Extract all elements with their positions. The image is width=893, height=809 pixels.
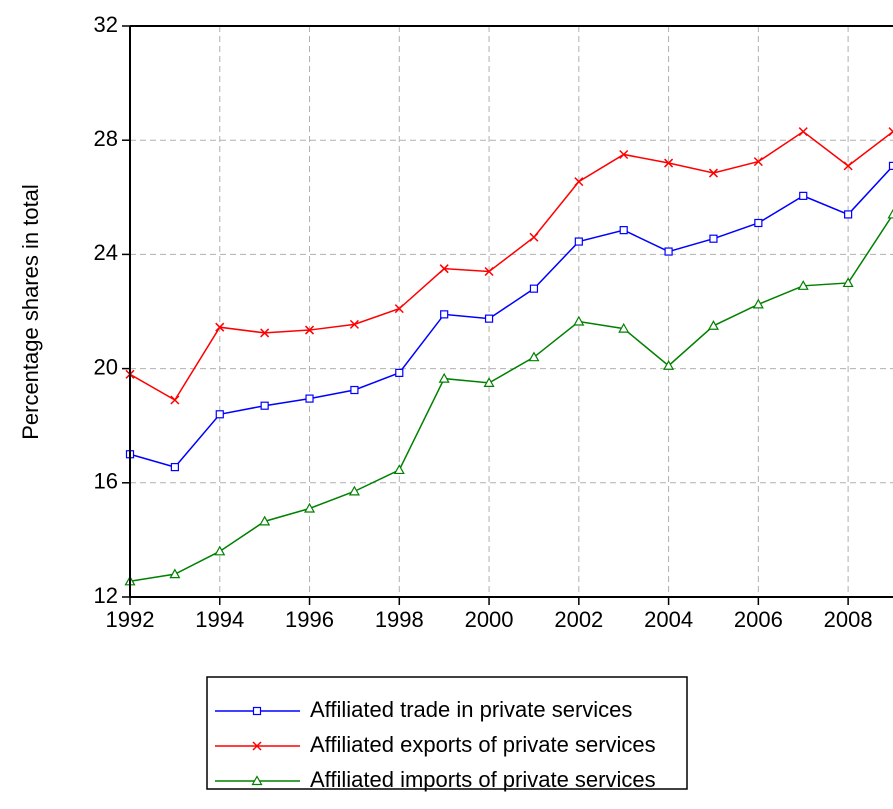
marker [573, 315, 585, 326]
marker [214, 545, 226, 556]
marker [797, 280, 809, 290]
y-axis-label: Percentage shares in total [18, 184, 43, 440]
legend-box [206, 676, 688, 790]
marker [215, 410, 224, 419]
marker [260, 328, 270, 338]
legend-label: Affiliated imports of private services [310, 767, 656, 792]
legend-label: Affiliated exports of private services [310, 732, 656, 757]
marker [259, 515, 271, 526]
x-tick-label: 2006 [734, 607, 783, 632]
marker [305, 394, 314, 403]
marker [798, 127, 808, 137]
marker [574, 177, 584, 187]
y-tick-label: 32 [94, 12, 118, 37]
marker [888, 161, 893, 170]
marker [394, 304, 404, 314]
marker [753, 157, 763, 167]
marker [483, 377, 495, 387]
marker [754, 218, 763, 228]
y-tick-label: 12 [94, 583, 118, 608]
marker [619, 226, 628, 235]
marker [350, 385, 359, 395]
legend-label: Affiliated trade in private services [310, 697, 632, 722]
plot-area [124, 127, 893, 586]
x-tick-label: 2002 [554, 607, 603, 632]
marker [752, 298, 764, 309]
marker [664, 158, 674, 168]
marker [304, 325, 315, 335]
marker [843, 161, 853, 171]
marker [215, 322, 225, 332]
axes: 12 16 20 24 28 32 1992 1994 1996 1998 2000 2002 2004… [94, 12, 893, 632]
marker [304, 502, 316, 513]
marker [170, 395, 180, 405]
marker [663, 360, 675, 370]
marker [395, 368, 404, 377]
marker [438, 372, 450, 383]
marker [842, 277, 854, 288]
marker [887, 208, 893, 219]
x-tick-label: 1998 [375, 607, 424, 632]
marker [252, 741, 262, 751]
marker [260, 401, 269, 410]
marker [529, 232, 539, 242]
marker [170, 462, 179, 472]
series-line [129, 130, 893, 402]
marker [484, 266, 494, 277]
marker [529, 284, 539, 293]
series-line [129, 165, 893, 468]
marker [709, 234, 718, 243]
y-tick-label: 24 [94, 240, 118, 265]
marker [169, 568, 181, 579]
marker [664, 247, 673, 256]
marker [348, 485, 360, 496]
marker [349, 319, 359, 329]
x-tick-label: 2008 [824, 607, 873, 632]
y-tick-label: 20 [94, 354, 118, 379]
marker [251, 775, 263, 786]
marker [844, 210, 853, 219]
y-tick-label: 16 [94, 469, 118, 494]
marker [252, 706, 262, 716]
marker [574, 237, 583, 246]
marker [708, 168, 719, 178]
marker [619, 149, 629, 160]
marker [888, 127, 893, 137]
marker [707, 320, 719, 330]
marker [799, 191, 808, 200]
y-tick-label: 28 [94, 126, 118, 151]
marker [484, 314, 494, 323]
marker [439, 264, 449, 274]
marker [528, 351, 540, 362]
series-line [129, 214, 893, 583]
x-tick-label: 2004 [644, 607, 693, 632]
marker [618, 322, 630, 333]
legend: Affiliated trade in private services Affi… [206, 676, 688, 792]
marker [440, 310, 449, 319]
x-tick-label: 2000 [465, 607, 514, 632]
grid [129, 25, 893, 598]
marker [393, 464, 405, 475]
x-tick-label: 1996 [285, 607, 334, 632]
x-tick-label: 1992 [106, 607, 155, 632]
x-tick-label: 1994 [195, 607, 244, 632]
